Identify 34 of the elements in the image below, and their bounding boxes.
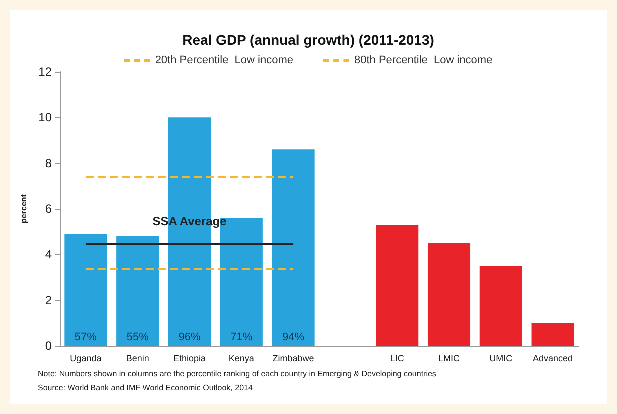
annotation: 71% [230, 332, 253, 344]
y-tick-label: 4 [45, 248, 52, 262]
bar [64, 234, 108, 346]
bar [272, 150, 315, 346]
x-tick-label: Kenya [228, 354, 254, 364]
x-tick-label: Zimbabwe [272, 354, 314, 364]
y-tick-label: 0 [45, 339, 52, 353]
x-tick-label: Ethiopia [173, 354, 206, 364]
y-tick-label: 2 [45, 293, 52, 308]
y-tick-label: 12 [38, 65, 52, 79]
x-tick-label: LMIC [438, 354, 460, 364]
x-tick-label: LIC [390, 354, 405, 364]
bar [116, 236, 160, 346]
annotation: 55% [126, 332, 150, 344]
annotation: 96% [178, 332, 201, 344]
bar [428, 243, 471, 346]
source-note: Source: World Bank and IMF World Economic Outlook, 2014 [38, 384, 254, 392]
x-tick-label: Advanced [533, 354, 574, 364]
bar [376, 224, 419, 346]
y-tick-label: 6 [45, 202, 52, 216]
chart-title: Real GDP (annual growth) (2011-2013) [182, 32, 434, 48]
x-tick-label: UMIC [490, 354, 514, 364]
text: Note: Numbers shown in columns are the percentile ranking of each country in Emerging & Developing countries [38, 370, 436, 378]
bar [480, 266, 522, 346]
annotation: 94% [282, 332, 305, 344]
y-axis-title: percent [19, 194, 28, 224]
y-tick-label: 8 [45, 156, 52, 170]
legend-label: 20th Percentile Low income [155, 54, 294, 66]
legend-label: 80th Percentile Low income [354, 54, 493, 66]
annotation: 57% [74, 332, 98, 344]
x-tick-label: Benin [126, 354, 150, 364]
y-tick-label: 10 [38, 110, 52, 125]
bar [532, 323, 574, 346]
x-tick-label: Uganda [70, 354, 102, 364]
